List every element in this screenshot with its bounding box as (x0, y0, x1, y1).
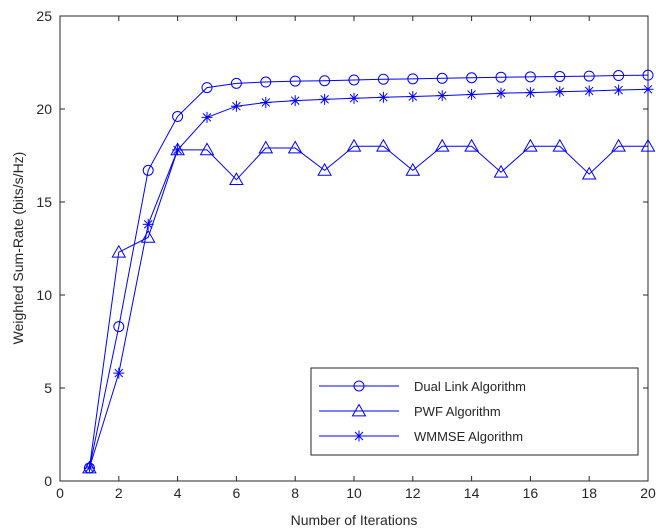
data-point-triangle (287, 140, 303, 154)
data-point-circle (260, 76, 272, 88)
data-point-asterisk (260, 96, 272, 108)
x-tick-label: 2 (115, 485, 123, 501)
data-point-asterisk (436, 90, 448, 102)
data-point-triangle (376, 138, 391, 152)
legend-entry: PWF Algorithm (414, 404, 501, 419)
data-point-triangle (434, 138, 450, 152)
data-point-asterisk (554, 86, 566, 98)
data-point-circle (201, 82, 213, 94)
data-point-asterisk (230, 100, 242, 112)
data-point-asterisk (642, 83, 654, 95)
x-tick-label: 14 (464, 485, 480, 501)
y-tick-label: 5 (44, 380, 52, 396)
data-point-circle (319, 75, 331, 87)
data-point-circle (642, 69, 654, 81)
data-point-triangle (199, 142, 215, 156)
data-point-asterisk (348, 92, 360, 104)
y-tick-label: 0 (44, 473, 52, 489)
data-point-triangle (552, 138, 568, 152)
legend-marker-asterisk (353, 430, 365, 442)
data-point-asterisk (613, 84, 625, 96)
data-point-circle (436, 72, 448, 84)
data-point-triangle (258, 140, 274, 154)
data-point-asterisk (495, 87, 507, 99)
x-axis-label: Number of Iterations (291, 512, 418, 528)
x-tick-label: 12 (405, 485, 421, 501)
data-point-triangle (346, 138, 362, 152)
data-point-triangle (493, 164, 509, 178)
data-point-asterisk (201, 111, 213, 123)
data-point-circle (495, 71, 507, 83)
x-tick-label: 16 (523, 485, 539, 501)
y-tick-label: 20 (36, 101, 52, 117)
y-tick-label: 10 (36, 287, 52, 303)
x-tick-label: 18 (581, 485, 597, 501)
data-point-asterisk (83, 462, 95, 474)
data-point-circle (466, 72, 478, 84)
data-point-triangle (111, 244, 127, 258)
x-tick-label: 0 (56, 485, 64, 501)
data-point-circle (289, 75, 301, 87)
data-point-asterisk (113, 367, 125, 379)
y-tick-label: 25 (36, 8, 52, 24)
data-point-asterisk (524, 87, 536, 99)
data-point-triangle (523, 138, 538, 152)
data-point-triangle (640, 138, 656, 152)
axis-ticks: 0 2 4 6 8 10 12 14 16 18 20 0 5 10 15 20 25 (36, 8, 656, 501)
plot-area (59, 15, 656, 482)
x-tick-label: 6 (233, 485, 241, 501)
data-point-circle (142, 164, 154, 176)
data-point-circle (172, 110, 184, 122)
data-point-triangle (229, 172, 244, 186)
data-point-triangle (405, 162, 421, 176)
legend-entry: Dual Link Algorithm (414, 379, 526, 394)
data-point-asterisk (583, 85, 595, 97)
data-point-circle (554, 70, 566, 82)
data-point-circle (407, 73, 419, 85)
x-tick-label: 20 (640, 485, 656, 501)
data-point-asterisk (466, 88, 478, 100)
legend-marker-circle (353, 380, 365, 392)
y-axis-label: Weighted Sum-Rate (bits/s/Hz) (10, 152, 26, 345)
legend: Dual Link Algorithm PWF Algorithm WMMSE Al… (310, 367, 639, 456)
data-point-circle (113, 321, 125, 333)
legend-entry: WMMSE Algorithm (414, 429, 523, 444)
data-point-circle (613, 70, 625, 82)
x-tick-label: 8 (291, 485, 299, 501)
data-point-circle (348, 74, 360, 86)
data-point-asterisk (172, 144, 184, 156)
data-point-triangle (317, 162, 332, 176)
legend-marker-triangle (351, 403, 367, 417)
data-point-circle (583, 70, 595, 82)
data-point-asterisk (319, 93, 331, 105)
data-point-triangle (611, 138, 626, 152)
data-point-triangle (581, 166, 597, 180)
data-point-circle (524, 71, 536, 83)
y-tick-label: 15 (36, 194, 52, 210)
data-point-asterisk (407, 91, 419, 103)
data-point-asterisk (377, 91, 389, 103)
data-point-triangle (464, 138, 479, 152)
data-point-circle (377, 73, 389, 85)
data-point-asterisk (289, 95, 301, 107)
x-tick-label: 10 (346, 485, 362, 501)
x-tick-label: 4 (174, 485, 182, 501)
data-point-asterisk (142, 218, 154, 230)
data-point-triangle (140, 229, 156, 243)
data-point-circle (230, 77, 242, 89)
